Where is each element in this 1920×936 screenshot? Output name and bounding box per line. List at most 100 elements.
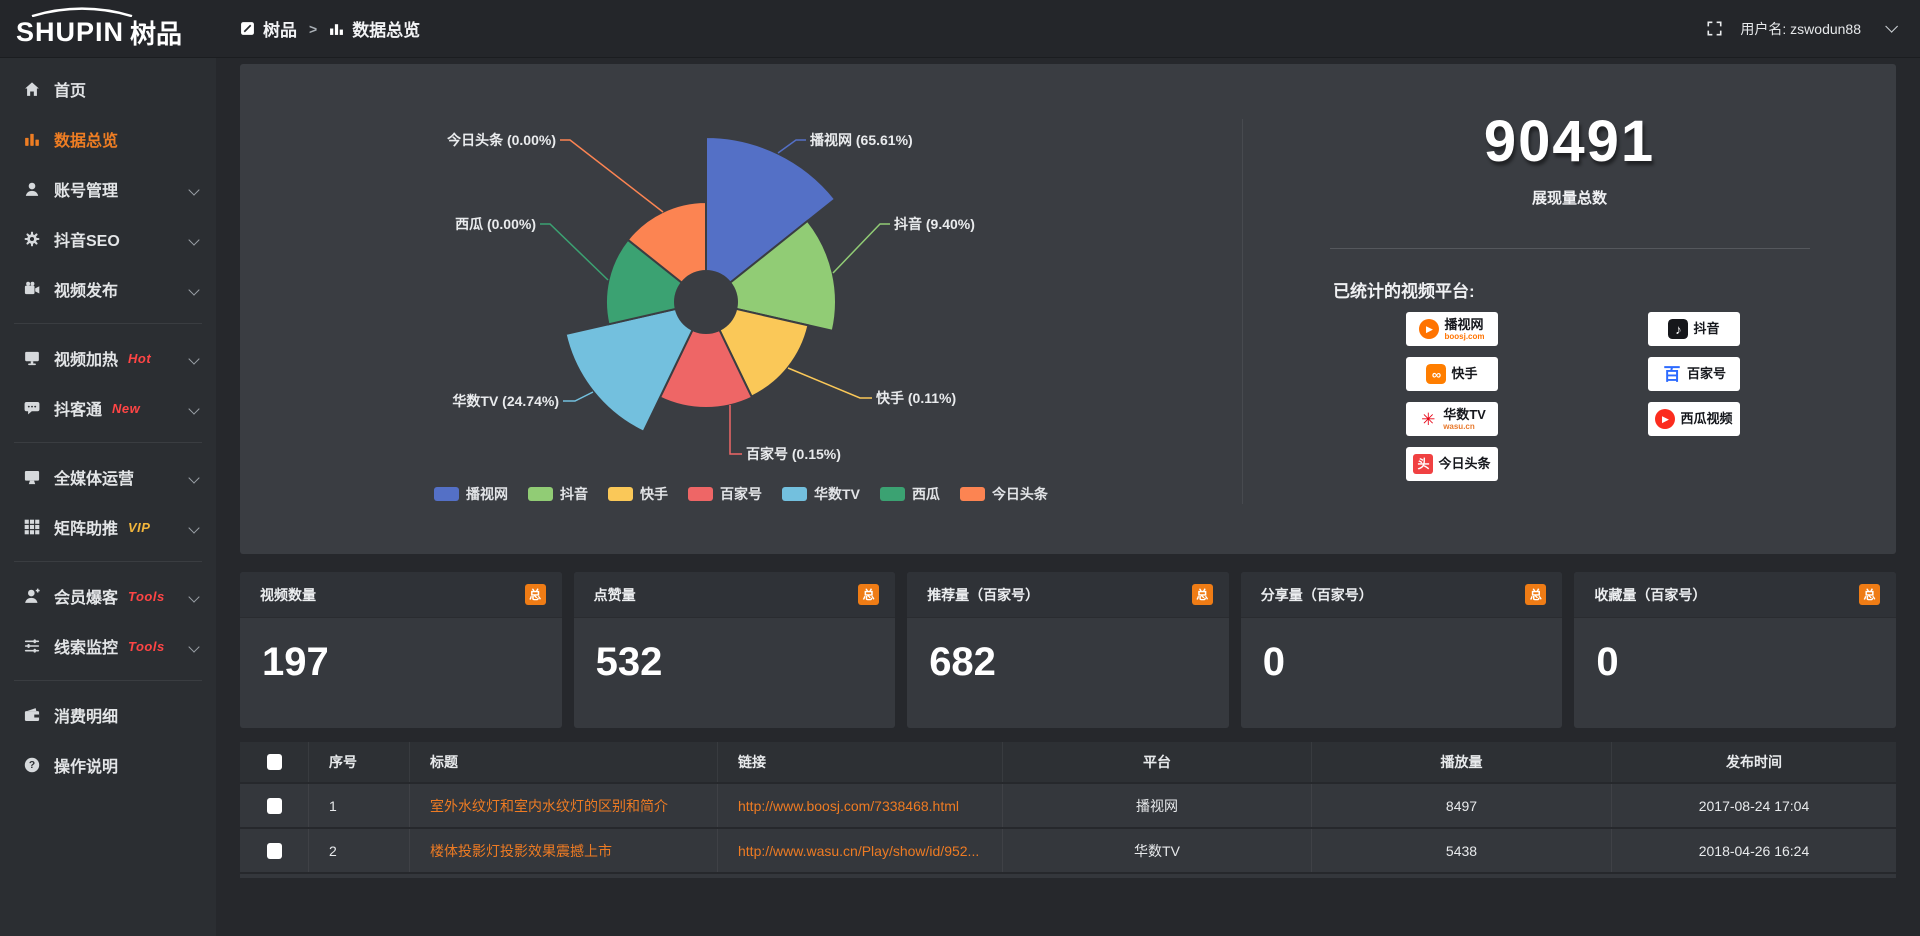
stat-card-value: 532 xyxy=(595,640,663,684)
platform-logo-icon: ▶ xyxy=(1655,409,1676,429)
user-chevron-down-icon[interactable] xyxy=(1885,20,1898,33)
main-content: 抖音seo数据 全媒体运营数据 询盘数据 播视网 (65.61%)抖音 (9.4… xyxy=(216,20,1920,878)
bar-chart-icon xyxy=(24,131,40,147)
total-badge[interactable]: 总 xyxy=(524,584,546,605)
hot-badge: Hot xyxy=(128,350,152,366)
row-checkbox[interactable] xyxy=(266,842,282,859)
platform-logo-icon: ✳ xyxy=(1421,409,1436,429)
member-icon xyxy=(24,588,40,604)
cell-plays: 5438 xyxy=(1311,829,1611,872)
video-url-link[interactable]: http://www.boosj.com/7338468.html xyxy=(738,797,960,814)
legend-item[interactable]: 抖音 xyxy=(528,484,588,504)
platform-domain: boosj.com xyxy=(1444,331,1485,341)
platform-logo-icon: ♪ xyxy=(1668,319,1689,339)
pie-slice-华数TV[interactable] xyxy=(564,300,708,434)
video-title-link[interactable]: 楼体投影灯投影效果震撼上市 xyxy=(430,842,612,859)
sidebar-item-data-overview[interactable]: 数据总览 xyxy=(0,114,216,164)
breadcrumb: 树品 > 数据总览 xyxy=(240,16,420,41)
sidebar-item-omnimedia-ops[interactable]: 全媒体运营 xyxy=(0,452,216,502)
total-badge[interactable]: 总 xyxy=(1858,584,1880,605)
stat-card: 收藏量（百家号） 总 0 xyxy=(1574,572,1896,728)
legend-swatch xyxy=(608,487,634,501)
sidebar-item-matrix-boost[interactable]: 矩阵助推 VIP xyxy=(0,502,216,552)
platform-logo-icon: 头 xyxy=(1413,454,1434,474)
video-url-link[interactable]: http://www.wasu.cn/Play/show/id/952... xyxy=(738,842,980,859)
pie-label-line xyxy=(563,391,594,402)
sidebar-item-video-heat[interactable]: 视频加热 Hot xyxy=(0,333,216,383)
svg-text:?: ? xyxy=(29,760,35,771)
impressions-total-label: 展现量总数 xyxy=(1531,190,1607,207)
sidebar-item-video-publish[interactable]: 视频发布 xyxy=(0,264,216,314)
chevron-down-icon xyxy=(188,591,200,603)
clipped-table-row xyxy=(240,872,1896,878)
total-badge[interactable]: 总 xyxy=(1525,584,1547,605)
row-checkbox[interactable] xyxy=(266,797,282,814)
sidebar-item-lead-monitor[interactable]: 线索监控 Tools xyxy=(0,621,216,671)
legend-item[interactable]: 今日头条 xyxy=(959,484,1048,504)
select-all-checkbox[interactable] xyxy=(266,754,282,770)
sidebar-item-doketong[interactable]: 抖客通 New xyxy=(0,383,216,433)
pie-slice-百家号[interactable] xyxy=(658,299,754,410)
cell-publish-time: 2017-08-24 17:04 xyxy=(1611,784,1896,827)
legend-item[interactable]: 百家号 xyxy=(688,484,762,504)
total-badge[interactable]: 总 xyxy=(858,584,880,605)
pie-label: 百家号 (0.15%) xyxy=(746,446,841,462)
stat-card-title: 视频数量 xyxy=(260,586,316,603)
breadcrumb-current: 数据总览 xyxy=(352,21,421,40)
legend-swatch xyxy=(434,487,460,501)
platform-name: 快手 xyxy=(1451,366,1478,381)
sidebar-item-home[interactable]: 首页 xyxy=(0,64,216,114)
chat-bubble-icon xyxy=(24,400,40,416)
platform-name: 华数TV xyxy=(1443,406,1486,422)
logo-cjk-text: 树品 xyxy=(130,19,183,49)
table-header-row: 序号 标题 链接 平台 播放量 发布时间 xyxy=(240,742,1896,782)
sidebar-item-douyin-seo[interactable]: 抖音SEO xyxy=(0,214,216,264)
stat-card: 分享量（百家号） 总 0 xyxy=(1240,572,1563,728)
legend-item[interactable]: 播视网 xyxy=(434,484,508,504)
monitor-icon xyxy=(24,469,40,485)
sidebar-item-help[interactable]: ? 操作说明 xyxy=(0,740,216,790)
rose-chart: 播视网 (65.61%) 抖音 (9.40%) 快手 (0.11%) 百家号 (0.1… xyxy=(240,64,1242,554)
pie-slice-播视网[interactable] xyxy=(705,135,837,305)
sidebar-item-account-mgmt[interactable]: 账号管理 xyxy=(0,164,216,214)
pie-label: 华数TV (24.74%) xyxy=(452,393,559,409)
legend-swatch xyxy=(959,487,985,501)
sidebar-item-member-burst[interactable]: 会员爆客 Tools xyxy=(0,571,216,621)
breadcrumb-root[interactable]: 树品 xyxy=(263,21,297,40)
stat-card-value: 0 xyxy=(1262,640,1286,684)
chevron-down-icon xyxy=(188,234,200,246)
screen-heat-icon xyxy=(24,350,40,366)
panel-divider xyxy=(1242,119,1243,504)
tools-badge: Tools xyxy=(128,588,165,604)
platform-name: 抖音 xyxy=(1693,321,1720,336)
stat-card: 视频数量 总 197 xyxy=(240,572,562,728)
cell-index: 1 xyxy=(308,784,409,827)
legend-item[interactable]: 华数TV xyxy=(782,484,860,504)
fullscreen-icon[interactable] xyxy=(1707,21,1722,36)
stat-card-value: 197 xyxy=(262,640,329,684)
legend-swatch xyxy=(688,487,714,501)
col-link: 链接 xyxy=(717,742,1002,782)
pie-label-line xyxy=(832,223,890,274)
video-title-link[interactable]: 室外水纹灯和室内水纹灯的区别和简介 xyxy=(430,797,668,814)
legend-swatch xyxy=(528,487,554,501)
pie-label: 快手 (0.11%) xyxy=(876,390,957,406)
legend-item[interactable]: 西瓜 xyxy=(879,484,940,504)
top-bar: SHUPIN 树品 树品 > 数据总览 用户名: zswodun88 xyxy=(0,0,1920,58)
platform-logo-icon: 百 xyxy=(1663,364,1681,384)
total-badge[interactable]: 总 xyxy=(1191,584,1213,605)
stat-card-title: 收藏量（百家号） xyxy=(1594,586,1707,603)
username-label[interactable]: 用户名: zswodun88 xyxy=(1740,20,1861,37)
rose-chart-svg[interactable] xyxy=(240,64,1242,524)
legend-item[interactable]: 快手 xyxy=(608,484,668,504)
platform-name: 播视网 xyxy=(1444,316,1484,332)
stat-card-title: 点赞量 xyxy=(593,586,636,603)
platform-badges: ▶ 播视网 boosj.com ♪ 抖音 xyxy=(1406,312,1896,481)
col-platform: 平台 xyxy=(1002,742,1311,782)
pie-slice-抖音[interactable] xyxy=(703,219,837,333)
stat-card-title: 推荐量（百家号） xyxy=(927,586,1040,603)
sidebar-item-spend-details[interactable]: 消费明细 xyxy=(0,690,216,740)
pie-slice-快手[interactable] xyxy=(704,300,810,398)
pie-label-line xyxy=(729,405,742,455)
stat-card-title: 分享量（百家号） xyxy=(1260,586,1373,603)
